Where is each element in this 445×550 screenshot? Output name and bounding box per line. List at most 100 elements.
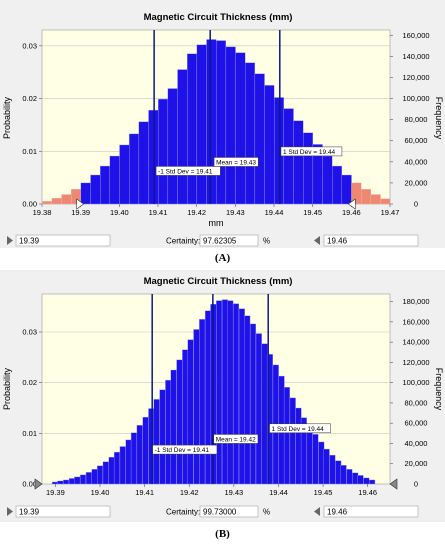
y-tick-label-right: 120,000 — [402, 358, 429, 367]
x-ticks: 19.38 19.39 19.40 19.41 19.42 19.43 19.44 19.45… — [33, 204, 400, 217]
chart-title: Magnetic Circuit Thickness (mm) — [144, 276, 293, 287]
upper-bound-arrow-icon[interactable] — [314, 507, 320, 516]
y-tick-label-right: 100,000 — [402, 378, 429, 387]
x-tick-label: 19.41 — [149, 208, 168, 217]
upper-bound-input[interactable] — [323, 234, 419, 247]
annotation-label: Mean = 19.42 — [213, 434, 259, 444]
x-axis-label: mm — [209, 218, 224, 228]
histogram-bar — [61, 194, 72, 205]
lower-bound-value: 19.39 — [19, 508, 40, 517]
certainty-controls: 19.39 Certainty: 97.62305 % 19.46 — [7, 234, 419, 247]
y-tick-label-right: 0 — [414, 200, 418, 209]
x-tick-label: 19.40 — [91, 488, 110, 497]
lower-bound-input[interactable] — [15, 505, 111, 518]
histogram-bar — [187, 53, 198, 205]
histogram-bar — [102, 461, 109, 485]
x-tick-label: 19.42 — [180, 488, 199, 497]
y-ticks-right: 0 20,000 40,000 60,000 80,000 100,000 120,000 1… — [390, 31, 430, 209]
histogram-bar — [42, 201, 53, 205]
certainty-input[interactable] — [199, 505, 259, 518]
histogram-bar — [346, 469, 353, 485]
percent-sign: % — [263, 508, 270, 517]
histogram-bar — [318, 441, 325, 485]
y-tick-label-right: 60,000 — [405, 419, 428, 428]
lower-bound-input[interactable] — [15, 234, 111, 247]
annotation-box — [213, 157, 259, 167]
histogram-bar — [206, 39, 217, 205]
annotation-box — [155, 166, 221, 176]
x-tick-label: 19.42 — [187, 208, 206, 217]
histogram-bar — [130, 432, 137, 485]
histogram-bar — [68, 478, 75, 485]
certainty-input[interactable] — [199, 234, 259, 247]
annotation-label: 1 Std Dev = 19.44 — [280, 146, 343, 157]
histogram-bar — [264, 85, 275, 205]
lower-range-handle-icon[interactable] — [76, 198, 85, 210]
histogram-bar — [293, 120, 304, 205]
annotation-text: -1 Std Dev = 19.41 — [155, 447, 210, 454]
histogram-bar — [221, 299, 228, 485]
histogram-bar — [204, 310, 211, 485]
histogram-bar — [283, 108, 294, 205]
annotation-text: 1 Std Dev = 19.44 — [272, 426, 325, 433]
histogram-bar — [225, 46, 236, 205]
upper-bound-value: 19.46 — [327, 237, 348, 246]
upper-bound-input[interactable] — [323, 505, 419, 518]
histogram-bar — [332, 165, 343, 205]
y-tick-label-right: 140,000 — [402, 52, 429, 61]
y-tick-label-left: 0.00 — [22, 200, 37, 209]
x-tick-label: 19.47 — [381, 208, 400, 217]
x-tick-label: 19.40 — [110, 208, 129, 217]
histogram-bar — [370, 194, 381, 205]
annotation-label: -1 Std Dev = 19.41 — [155, 166, 221, 176]
y-tick-label-right: 20,000 — [405, 459, 428, 468]
histogram-bar — [85, 472, 92, 485]
lower-bound-arrow-icon[interactable] — [7, 507, 13, 516]
annotation-box — [269, 423, 331, 434]
x-ticks: 19.39 19.40 19.41 19.42 19.43 19.44 19.45 19.46 — [46, 484, 377, 497]
histogram-bar — [148, 109, 159, 205]
annotation-label: 1 Std Dev = 19.44 — [269, 423, 331, 434]
figure-caption-b: (B) — [215, 528, 230, 540]
histogram-bar — [91, 469, 98, 485]
x-tick-label: 19.44 — [265, 208, 284, 217]
histogram-bar — [80, 474, 87, 485]
upper-bound-arrow-icon[interactable] — [314, 236, 320, 245]
y-tick-label-right: 160,000 — [402, 31, 429, 40]
y-tick-label-right: 0 — [414, 480, 418, 489]
y-tick-label-right: 40,000 — [405, 157, 428, 166]
histogram-bar — [119, 446, 126, 485]
histogram-bar — [216, 40, 227, 205]
histogram-bar — [177, 69, 188, 205]
y-tick-label-right: 100,000 — [402, 94, 429, 103]
histogram-bar — [51, 198, 62, 205]
certainty-value: 97.62305 — [203, 237, 237, 246]
upper-range-handle-icon[interactable] — [347, 198, 356, 210]
histogram-bars — [51, 299, 376, 485]
histogram-bar — [196, 44, 207, 205]
y-tick-label-right: 160,000 — [402, 317, 429, 326]
histogram-bar — [119, 144, 130, 205]
certainty-value: 99.73000 — [203, 508, 237, 517]
histogram-bar — [312, 434, 319, 485]
histogram-bar — [357, 475, 364, 485]
histogram-bar — [303, 132, 314, 205]
histogram-bar — [187, 339, 194, 485]
y-ticks-right: 0 20,000 40,000 60,000 80,000 100,000 120,000 1… — [390, 297, 430, 489]
histogram-bar — [283, 387, 290, 485]
range-handles — [34, 478, 398, 490]
histogram-bar — [159, 389, 166, 485]
lower-bound-value: 19.39 — [19, 237, 40, 246]
lower-range-handle-icon[interactable] — [34, 478, 43, 490]
histogram-bar — [74, 476, 81, 485]
y-tick-label-left: 0.01 — [22, 147, 37, 156]
histogram-bar — [57, 480, 64, 485]
histogram-bar — [80, 182, 91, 205]
certainty-controls: 19.39 Certainty: 99.73000 % 19.46 — [7, 505, 419, 518]
lower-bound-arrow-icon[interactable] — [7, 236, 13, 245]
y-ticks-left: 0.00 0.01 0.02 0.03 — [22, 41, 42, 209]
upper-range-handle-icon[interactable] — [389, 478, 398, 490]
certainty-label: Certainty: — [166, 508, 200, 517]
x-tick-label: 19.45 — [314, 488, 333, 497]
histogram-bar — [306, 426, 313, 485]
